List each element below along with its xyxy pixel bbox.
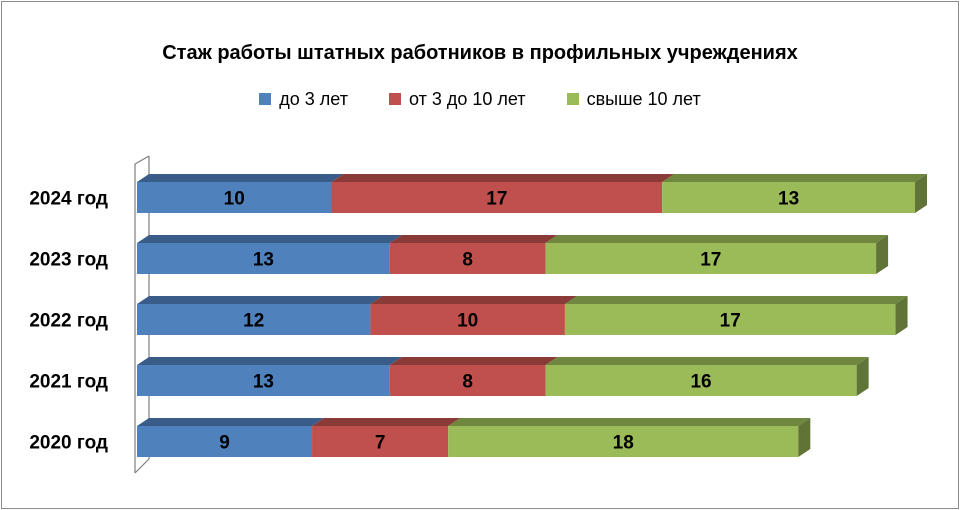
legend-swatch-series-1	[388, 93, 401, 105]
bar-3-1	[389, 365, 546, 396]
data-label-3-2: 16	[690, 372, 711, 393]
bar-0-1	[331, 182, 663, 213]
category-label-0: 2024 год	[29, 189, 108, 210]
data-label-0-0: 10	[224, 189, 245, 210]
data-label-3-0: 13	[253, 372, 274, 393]
data-label-4-0: 9	[219, 433, 230, 454]
legend-item-series-1: от 3 до 10 лет	[388, 88, 526, 110]
bar-top-3-2	[545, 357, 869, 365]
data-label-2-1: 10	[457, 311, 478, 332]
bar-top-4-1	[312, 418, 461, 426]
data-label-1-2: 17	[700, 250, 721, 271]
bar-0-2	[662, 182, 915, 213]
category-label-4: 2020 год	[29, 433, 108, 454]
data-label-2-2: 17	[720, 311, 741, 332]
bar-top-0-2	[662, 174, 927, 182]
data-label-0-2: 13	[778, 189, 799, 210]
category-label-1: 2023 год	[29, 250, 108, 271]
category-label-3: 2021 год	[29, 372, 108, 393]
bar-0-0	[137, 182, 332, 213]
data-label-1-1: 8	[462, 250, 473, 271]
data-label-2-0: 12	[243, 311, 264, 332]
chart-title: Стаж работы штатных работников в профиль…	[162, 42, 798, 64]
bar-4-2	[448, 426, 799, 457]
chart-legend: до 3 лет от 3 до 10 лет свыше 10 лет	[0, 88, 960, 110]
legend-swatch-series-0	[259, 93, 272, 105]
bar-side-0	[915, 174, 927, 213]
category-label-2: 2022 год	[29, 311, 108, 332]
bar-3-2	[545, 365, 857, 396]
bar-top-0-0	[137, 174, 344, 182]
bar-3-0	[137, 365, 390, 396]
bar-top-2-1	[370, 296, 577, 304]
bar-top-1-1	[389, 235, 558, 243]
bar-top-2-0	[137, 296, 383, 304]
data-label-1-0: 13	[253, 250, 274, 271]
bar-side-4	[798, 418, 811, 457]
bar-top-1-2	[545, 235, 889, 243]
bar-1-1	[389, 243, 546, 274]
data-label-3-1: 8	[462, 372, 473, 393]
bar-4-1	[312, 426, 449, 457]
axis-wall-bottom-edge	[134, 458, 150, 474]
legend-label-series-2: свыше 10 лет	[586, 88, 701, 109]
bar-top-0-1	[331, 174, 675, 182]
legend-label-series-0: до 3 лет	[279, 88, 348, 109]
bar-side-3	[856, 357, 869, 396]
bar-1-2	[545, 243, 877, 274]
data-label-0-1: 17	[486, 189, 507, 210]
bar-top-4-2	[448, 418, 811, 426]
bar-1-0	[137, 243, 390, 274]
bar-top-3-1	[389, 357, 558, 365]
bar-top-3-0	[137, 357, 402, 365]
bar-top-2-2	[564, 296, 908, 304]
bar-2-2	[564, 304, 896, 335]
legend-item-series-2: свыше 10 лет	[566, 88, 701, 110]
bar-side-1	[876, 235, 889, 274]
bar-2-1	[370, 304, 565, 335]
bar-top-4-0	[137, 418, 325, 426]
data-label-4-1: 7	[375, 433, 386, 454]
bar-4-0	[137, 426, 313, 457]
legend-label-series-1: от 3 до 10 лет	[408, 88, 526, 109]
data-label-4-2: 18	[613, 433, 634, 454]
bar-2-0	[137, 304, 371, 335]
bar-side-2	[895, 296, 908, 335]
legend-item-series-0: до 3 лет	[259, 89, 348, 110]
legend-swatch-series-2	[566, 93, 579, 105]
bar-top-1-0	[137, 235, 402, 243]
axis-wall-top-edge	[134, 155, 150, 165]
